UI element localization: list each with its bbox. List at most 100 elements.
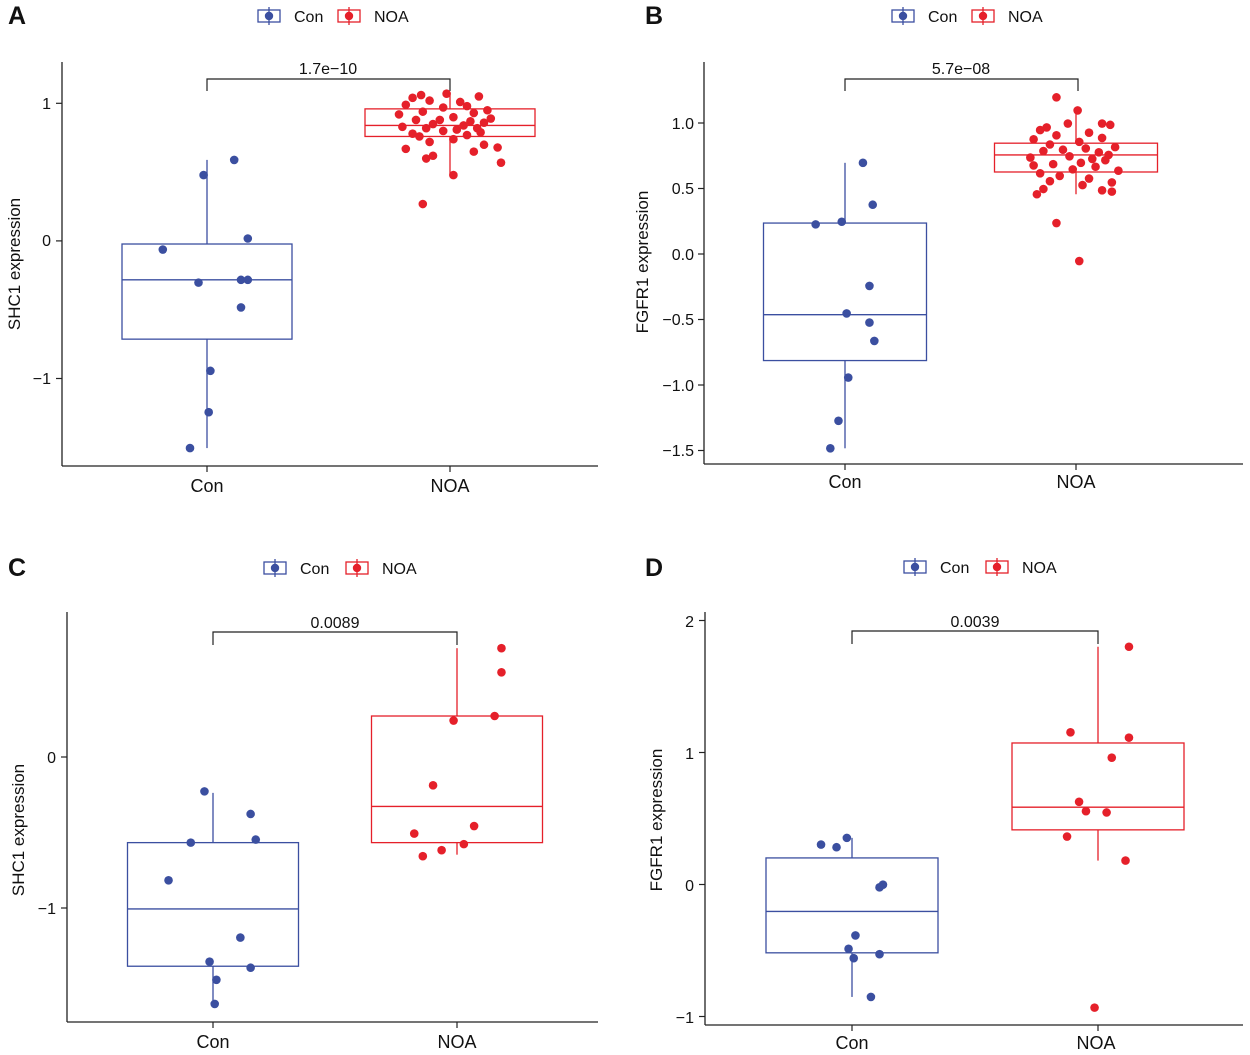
p-value-label: 5.7e−08: [932, 61, 990, 78]
data-point: [401, 100, 411, 110]
data-point: [1068, 165, 1078, 174]
data-point: [1091, 162, 1100, 172]
data-point: [1097, 119, 1107, 128]
legend-label-con: Con: [300, 561, 329, 578]
data-point: [246, 963, 255, 973]
points-noa: [1026, 93, 1123, 266]
data-point: [415, 132, 424, 141]
points-con: [158, 155, 253, 453]
y-axis-label: FGFR1 expression: [633, 191, 652, 334]
data-point: [497, 643, 506, 653]
data-point: [1097, 133, 1107, 143]
y-tick-label: −1.5: [662, 443, 694, 460]
x-tick-label-noa: NOA: [1076, 1033, 1115, 1053]
data-point: [1081, 806, 1091, 816]
data-point: [418, 199, 428, 209]
data-point: [1073, 106, 1082, 115]
data-point: [858, 158, 868, 168]
y-tick-label: 0: [42, 233, 51, 250]
y-tick-label: 0: [685, 878, 694, 895]
data-point: [158, 245, 168, 254]
data-point: [1048, 159, 1058, 169]
data-point: [462, 101, 472, 111]
points-noa: [409, 643, 506, 861]
points-noa: [394, 89, 506, 209]
legend-key-noa-icon: [345, 559, 369, 577]
y-tick-label: 0: [47, 750, 56, 767]
legend-label-noa: NOA: [374, 9, 409, 26]
data-point: [229, 155, 239, 165]
legend-key-point: [352, 563, 362, 573]
data-point: [164, 876, 173, 885]
y-axis-label: FGFR1 expression: [647, 749, 666, 892]
y-tick-label: −1.0: [662, 378, 694, 395]
data-point: [816, 840, 826, 849]
data-point: [811, 220, 820, 229]
data-point: [1097, 186, 1107, 195]
y-tick-label: −1: [676, 1010, 694, 1027]
legend-label-noa: NOA: [1022, 560, 1057, 577]
data-point: [843, 373, 853, 382]
data-point: [469, 821, 479, 831]
x-tick-label-noa: NOA: [430, 476, 469, 496]
data-point: [442, 89, 451, 99]
significance-bracket: [206, 78, 451, 91]
data-point: [1039, 184, 1048, 194]
data-point: [1084, 174, 1094, 183]
points-con: [816, 833, 888, 1002]
panel-a: A Con NOA SHC1 expression 1 0 −1 Con NOA…: [5, 2, 598, 496]
legend-key-con-icon: [257, 7, 281, 25]
legend-key-point: [270, 563, 280, 573]
box-iqr: [364, 108, 536, 138]
data-point: [418, 851, 428, 861]
data-point: [206, 366, 215, 376]
data-point: [425, 96, 434, 105]
p-value-label: 0.0039: [951, 614, 1000, 631]
data-point: [459, 121, 468, 130]
box-iqr: [121, 243, 293, 340]
box-noa: [370, 648, 544, 855]
data-point: [1090, 1003, 1099, 1012]
data-point: [462, 130, 472, 140]
data-point: [455, 97, 465, 107]
y-tick-label: 0.0: [672, 247, 694, 264]
data-point: [1102, 808, 1111, 817]
data-point: [875, 949, 884, 959]
x-tick-label-noa: NOA: [437, 1032, 476, 1052]
legend-label-con: Con: [940, 560, 969, 577]
data-point: [497, 667, 506, 677]
data-point: [236, 275, 246, 285]
data-point: [428, 781, 438, 790]
data-point: [437, 845, 446, 855]
legend-key-box: [891, 9, 915, 23]
legend-key-con-icon: [903, 558, 927, 576]
data-point: [1042, 123, 1051, 132]
data-point: [452, 125, 462, 134]
y-tick-label: 0.5: [672, 181, 694, 198]
box-con: [765, 837, 939, 997]
panel-c: C Con NOA SHC1 expression 0 −1 Con NOA 0…: [8, 554, 598, 1052]
p-value-label: 1.7e−10: [299, 61, 357, 78]
box-noa: [1011, 646, 1185, 861]
data-point: [1107, 753, 1117, 762]
data-point: [246, 809, 255, 819]
legend-key-noa-icon: [337, 7, 361, 25]
y-axis-label: SHC1 expression: [9, 764, 28, 896]
panel-b: B Con NOA FGFR1 expression −1.5 −1.0 −0.…: [633, 2, 1243, 492]
points-con: [164, 787, 261, 1009]
data-point: [1084, 128, 1094, 138]
data-point: [476, 128, 485, 137]
legend-key-point: [344, 11, 354, 21]
data-point: [449, 112, 458, 122]
significance-bracket: [851, 630, 1099, 644]
data-point: [490, 711, 499, 721]
data-point: [826, 443, 835, 453]
data-point: [837, 217, 847, 227]
data-point: [1074, 797, 1084, 807]
data-point: [421, 154, 431, 163]
data-point: [474, 92, 484, 101]
data-point: [409, 829, 419, 838]
legend-key-box: [985, 560, 1009, 574]
data-point: [1065, 151, 1074, 161]
y-tick-label: −1: [38, 901, 56, 918]
